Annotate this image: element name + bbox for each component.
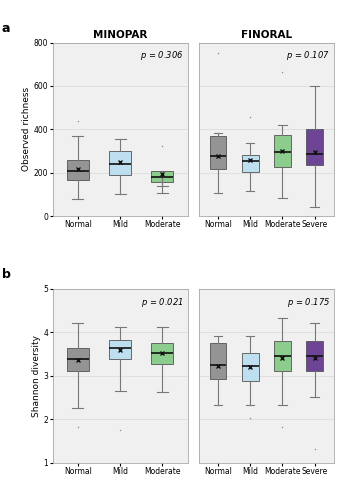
- PathPatch shape: [274, 341, 291, 370]
- PathPatch shape: [210, 136, 226, 169]
- Text: a: a: [2, 22, 10, 35]
- Y-axis label: Observed richness: Observed richness: [22, 87, 31, 172]
- PathPatch shape: [274, 136, 291, 167]
- PathPatch shape: [210, 343, 226, 379]
- PathPatch shape: [109, 151, 131, 175]
- Text: $\it{p}$ = 0.021: $\it{p}$ = 0.021: [141, 296, 184, 309]
- Text: $\it{p}$ = 0.107: $\it{p}$ = 0.107: [286, 50, 330, 62]
- Text: b: b: [2, 268, 11, 281]
- PathPatch shape: [242, 353, 259, 381]
- PathPatch shape: [109, 340, 131, 359]
- PathPatch shape: [67, 160, 89, 180]
- PathPatch shape: [67, 348, 89, 370]
- PathPatch shape: [152, 343, 174, 363]
- PathPatch shape: [306, 129, 323, 165]
- Text: $\it{p}$ = 0.306: $\it{p}$ = 0.306: [140, 50, 184, 62]
- PathPatch shape: [306, 341, 323, 370]
- Text: $\it{p}$ = 0.175: $\it{p}$ = 0.175: [287, 296, 330, 309]
- Title: FINORAL: FINORAL: [241, 30, 292, 40]
- Y-axis label: Shannon diversity: Shannon diversity: [32, 334, 41, 416]
- PathPatch shape: [152, 171, 174, 182]
- PathPatch shape: [242, 155, 259, 172]
- Title: MINOPAR: MINOPAR: [93, 30, 147, 40]
